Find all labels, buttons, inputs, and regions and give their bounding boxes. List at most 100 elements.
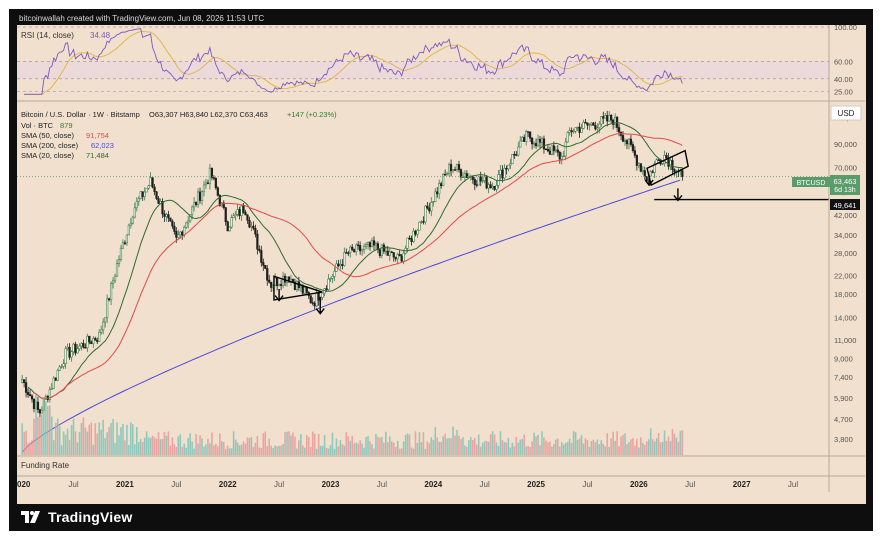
volume-bar	[377, 436, 379, 455]
volume-bar	[286, 431, 288, 455]
volume-bar	[572, 431, 575, 455]
y-tick-label: 14,000	[834, 314, 857, 323]
candle-body	[491, 185, 494, 189]
volume-bar	[118, 435, 120, 455]
candle-body	[117, 259, 121, 265]
candle-body	[321, 292, 324, 298]
candle-body	[191, 206, 194, 215]
volume-bar	[485, 440, 488, 455]
candles	[21, 110, 684, 417]
candle-body	[295, 281, 298, 290]
volume-bar	[570, 443, 573, 455]
candle-body	[627, 138, 631, 145]
candle-body	[303, 287, 306, 294]
volume-bar	[553, 444, 555, 455]
volume-bar	[112, 418, 114, 455]
volume-bar	[141, 441, 144, 455]
volume-bar	[513, 446, 516, 455]
volume-bar	[675, 437, 678, 455]
volume-bar	[254, 442, 257, 455]
candle-body	[123, 242, 127, 244]
chart-area[interactable]	[17, 25, 866, 504]
candle-body	[127, 224, 130, 236]
candle-body	[38, 409, 42, 414]
candle-body	[671, 160, 674, 170]
candle-body	[394, 256, 397, 260]
volume-bar	[489, 434, 492, 455]
volume-bar	[177, 436, 180, 455]
candle-body	[364, 244, 368, 247]
volume-bar	[104, 438, 106, 455]
candle-body	[21, 379, 24, 383]
candle-body	[538, 138, 542, 143]
candle-body	[501, 169, 504, 179]
down-arrow	[274, 289, 284, 302]
candle-body	[473, 179, 476, 185]
volume-bar	[645, 441, 648, 455]
volume-bar	[557, 438, 559, 455]
candle-body	[155, 191, 158, 199]
volume-bar	[357, 443, 359, 455]
volume-bar	[519, 439, 522, 455]
candle-body	[143, 191, 146, 197]
candle-body	[345, 252, 348, 254]
volume-bar	[74, 431, 77, 455]
candle-body	[147, 185, 150, 189]
candle-body	[649, 171, 652, 177]
volume-bar	[305, 435, 308, 455]
volume-bar	[665, 440, 668, 455]
candle-body	[98, 332, 101, 342]
candle-body	[368, 242, 372, 248]
volume-bar	[72, 418, 75, 455]
candle-body	[113, 275, 117, 282]
candle-body	[28, 394, 32, 397]
y-tick-label: 34,000	[834, 231, 857, 240]
volume-bar	[323, 434, 326, 455]
volume-bar	[282, 443, 284, 455]
candle-body	[256, 233, 259, 250]
volume-bar	[248, 438, 251, 455]
volume-bar	[586, 440, 589, 455]
volume-bar	[612, 431, 614, 455]
candle-body	[129, 222, 132, 226]
volume-bar	[420, 442, 423, 455]
candle-body	[604, 115, 607, 119]
volume-bar	[576, 439, 579, 455]
x-tick-label: Jul	[377, 480, 387, 489]
volume-bar	[278, 445, 280, 455]
volume-bar	[392, 442, 395, 455]
candle-body	[349, 246, 352, 254]
candle-body	[50, 387, 53, 390]
candle-body	[109, 283, 113, 301]
volume-bar	[232, 431, 235, 455]
volume-bar	[558, 446, 561, 455]
candle-body	[167, 214, 170, 219]
volume-bar	[211, 432, 213, 455]
volume-bar	[450, 438, 452, 455]
candle-body	[202, 184, 206, 193]
candle-body	[617, 127, 621, 133]
x-tick-label: 2022	[219, 480, 237, 489]
volume-bar	[325, 447, 328, 455]
candle-body	[406, 237, 409, 249]
candle-body	[246, 214, 249, 221]
volume-bar	[497, 446, 500, 455]
candle-body	[499, 169, 502, 175]
volume-bar	[120, 427, 122, 455]
candle-body	[380, 244, 383, 256]
x-tick-label: Jul	[480, 480, 490, 489]
volume-bar	[442, 436, 444, 455]
volume-bar	[52, 440, 55, 455]
volume-bar	[240, 444, 243, 455]
volume-bar	[215, 443, 217, 455]
volume-bar	[628, 442, 630, 455]
currency-button[interactable]	[830, 105, 862, 121]
x-tick-label: 020	[17, 480, 31, 489]
candle-body	[111, 280, 115, 284]
candle-body	[317, 292, 320, 301]
candle-body	[169, 217, 172, 222]
candle-body	[517, 146, 520, 156]
volume-bar	[511, 442, 514, 455]
candle-body	[222, 202, 225, 208]
